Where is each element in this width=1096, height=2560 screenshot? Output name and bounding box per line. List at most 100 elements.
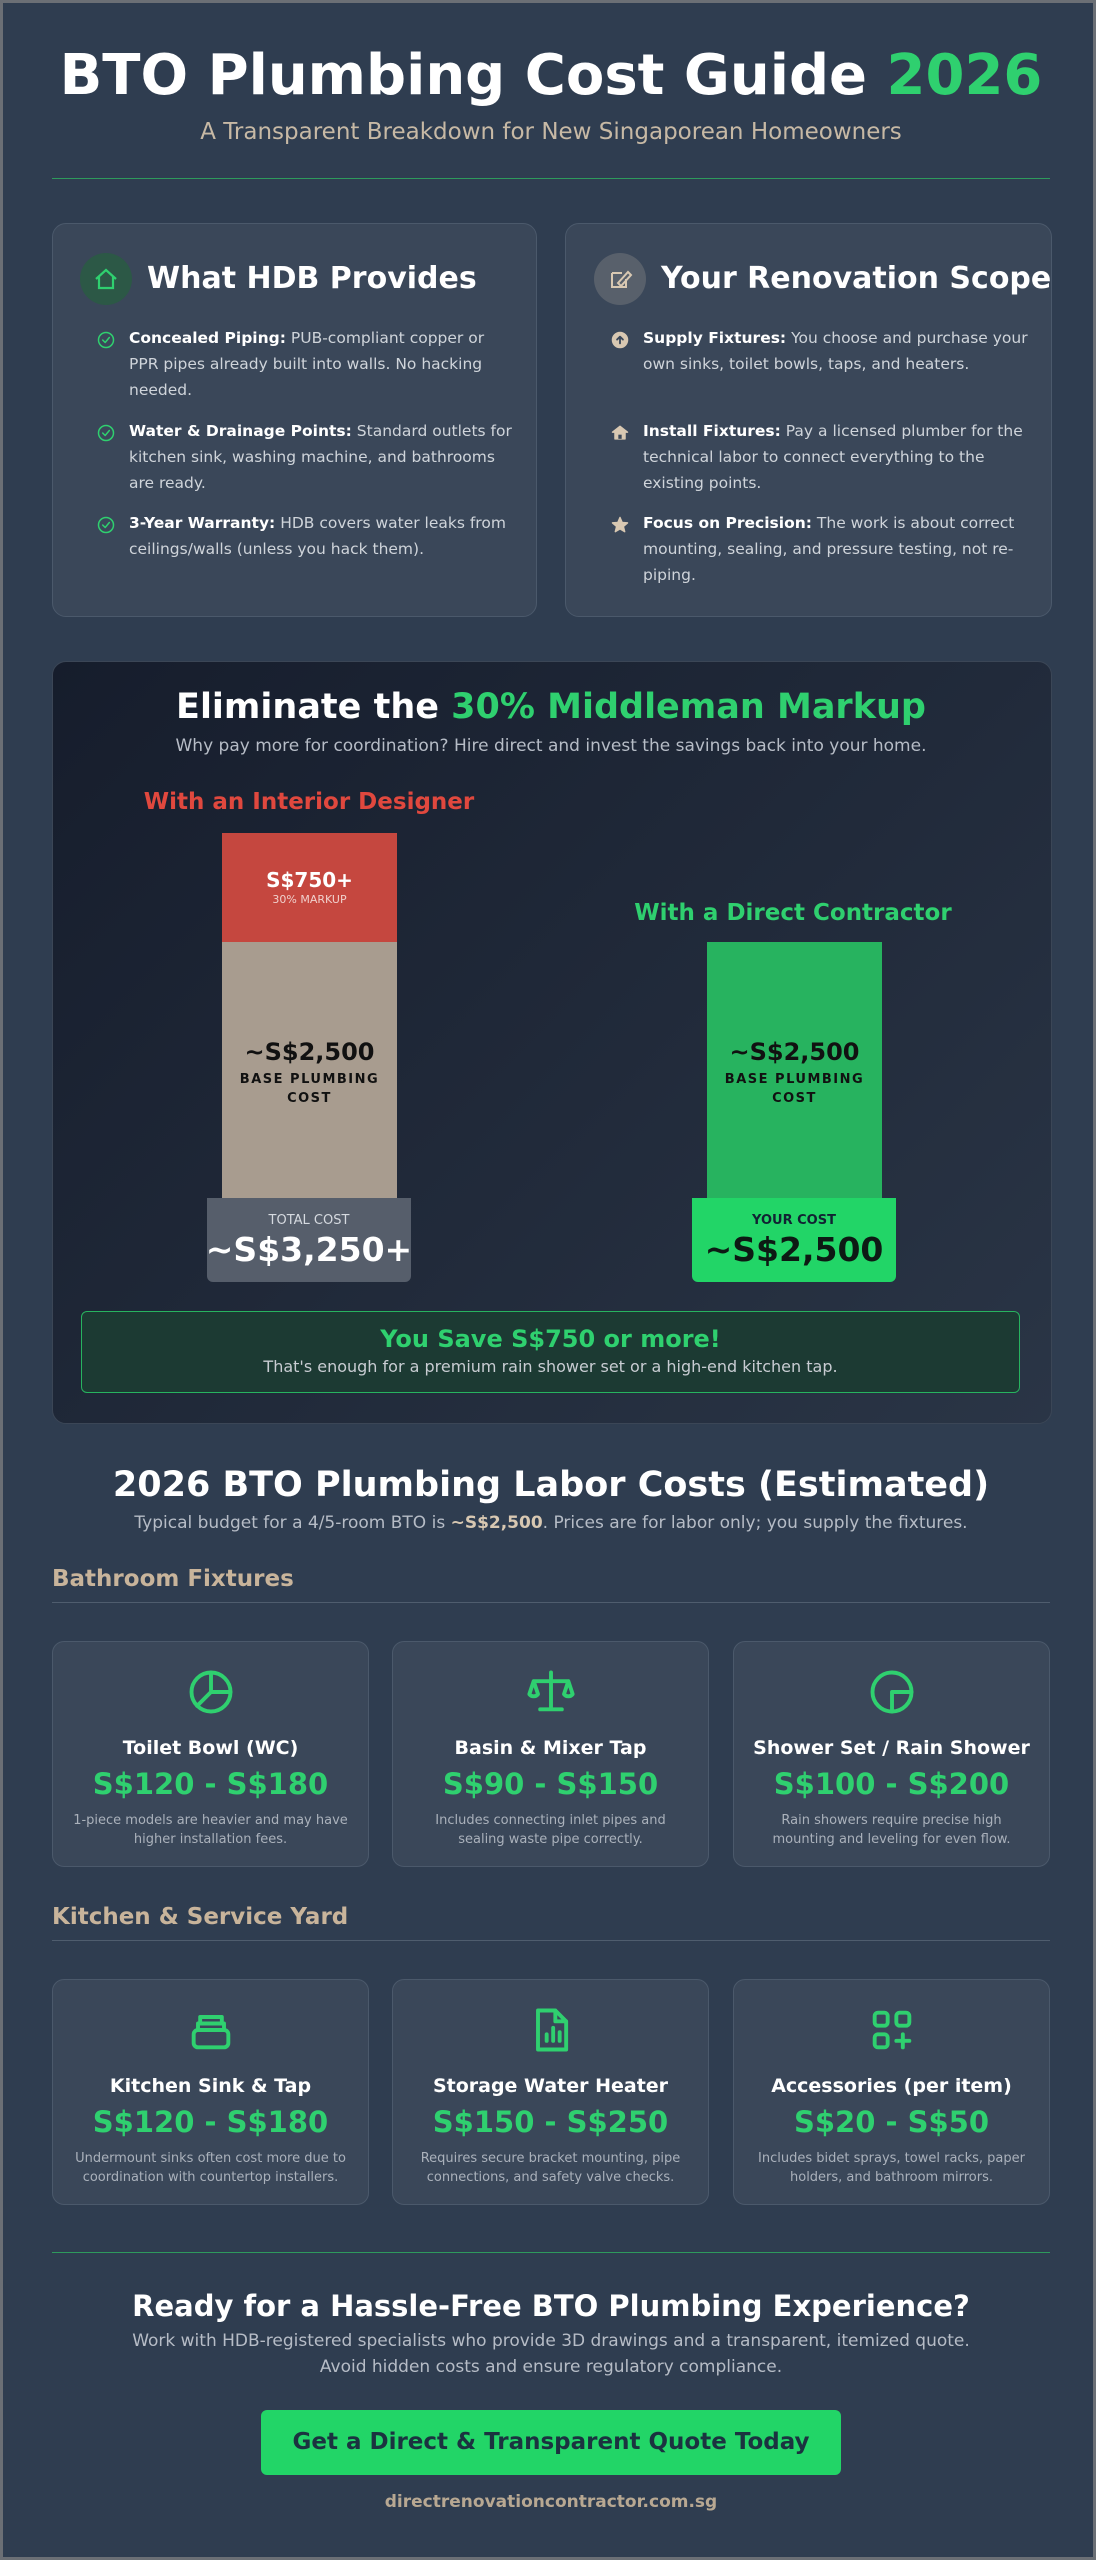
- title-text: BTO Plumbing Cost Guide: [59, 43, 868, 108]
- divider: [52, 178, 1050, 179]
- footer-url: directrenovationcontractor.com.sg: [384, 2492, 718, 2512]
- item-text: Standard outlets for kitchen sink, washi…: [129, 422, 512, 492]
- icon: [189, 1670, 232, 1714]
- item-price: S$120 - S$180: [92, 2105, 329, 2139]
- total-value: ~S$3,250+: [205, 1230, 413, 1269]
- item-name: Shower Set / Rain Shower: [753, 1737, 1030, 1759]
- list-item: 3-Year Warranty: HDB covers water leaks …: [129, 510, 514, 562]
- comparison-title-text: Eliminate the: [176, 687, 439, 727]
- bullet-icon: [610, 330, 630, 350]
- hdb-card: [52, 223, 537, 617]
- item-name: Toilet Bowl (WC): [122, 1737, 299, 1759]
- item-note: Requires secure bracket mounting, pipe c…: [420, 2151, 681, 2185]
- contractor-segment: [707, 942, 882, 1198]
- item-price: S$100 - S$200: [773, 1767, 1010, 1801]
- item-text: The work is about correct mounting, seal…: [643, 514, 1015, 584]
- icon: [97, 516, 115, 534]
- your-cost-box: [692, 1198, 896, 1282]
- item-label: 3-Year Warranty:: [129, 514, 276, 532]
- labor-icon: [866, 2004, 918, 2056]
- list-item: Concealed Piping: PUB-compliant copper o…: [129, 325, 514, 403]
- item-name: Basin & Mixer Tap: [454, 1737, 647, 1759]
- bullet-icon: [610, 423, 630, 443]
- savings-title: You Save S$750 or more!: [380, 1325, 721, 1353]
- list-item: Focus on Precision: The work is about co…: [643, 510, 1028, 588]
- subtitle: A Transparent Breakdown for New Singapor…: [200, 119, 902, 145]
- list-item: Install Fixtures: Pay a licensed plumber…: [643, 418, 1028, 496]
- item-note: 1-piece models are heavier and may have …: [73, 1813, 348, 1847]
- item-price: S$90 - S$150: [442, 1767, 659, 1801]
- intro-text: . Prices are for labor only; you supply …: [542, 1513, 968, 1533]
- item-label: Supply Fixtures:: [643, 329, 787, 347]
- base-note: BASE PLUMBING COST: [239, 1072, 380, 1106]
- card-title: What HDB Provides: [147, 261, 477, 296]
- item-name: Kitchen Sink & Tap: [109, 2075, 312, 2097]
- total-label: YOUR COST: [752, 1213, 836, 1228]
- icon: [611, 516, 629, 533]
- base-value: ~S$2,500: [729, 1038, 860, 1066]
- total-value: ~S$2,500: [704, 1230, 884, 1269]
- labor-card: [392, 1979, 709, 2205]
- base-segment: [222, 942, 397, 1198]
- savings-text: That's enough for a premium rain shower …: [263, 1357, 838, 1376]
- hdb-icon: [80, 253, 132, 305]
- markup-segment: [222, 833, 397, 942]
- item-price: S$150 - S$250: [432, 2105, 669, 2139]
- icon: [870, 1670, 913, 1714]
- title-highlight: 2026: [886, 43, 1043, 108]
- item-note: Rain showers require precise high mounti…: [772, 1813, 1011, 1847]
- item-text: HDB covers water leaks from ceilings/wal…: [129, 514, 506, 558]
- labor-intro: Typical budget for a 4/5-room BTO is ~S$…: [3, 1513, 1093, 1533]
- item-text: Pay a licensed plumber for the technical…: [643, 422, 1023, 492]
- icon: [97, 424, 115, 442]
- labor-icon: [185, 1666, 237, 1718]
- bullet-icon: [96, 423, 116, 443]
- comparison-title-highlight: 30% Middleman Markup: [451, 687, 926, 727]
- item-note: Undermount sinks often cost more due to …: [75, 2151, 346, 2185]
- labor-title: 2026 BTO Plumbing Labor Costs (Estimated…: [112, 1465, 990, 1505]
- bullet-icon: [96, 330, 116, 350]
- icon: [611, 425, 629, 440]
- markup-note: 30% MARKUP: [272, 893, 347, 906]
- labor-card: [733, 1979, 1050, 2205]
- icon: [872, 2010, 911, 2050]
- total-label: TOTAL COST: [268, 1213, 350, 1228]
- scope-icon: [594, 253, 646, 305]
- group-title: Kitchen & Service Yard: [52, 1904, 349, 1930]
- item-text: PUB-compliant copper or PPR pipes alread…: [129, 329, 485, 399]
- total-box: [207, 1198, 411, 1282]
- icon: [526, 1670, 575, 1712]
- base-value: ~S$2,500: [244, 1038, 375, 1066]
- item-note: Includes bidet sprays, towel racks, pape…: [758, 2151, 1025, 2185]
- item-label: Focus on Precision:: [643, 514, 812, 532]
- icon: [97, 331, 115, 349]
- list-item: Water & Drainage Points: Standard outlet…: [129, 418, 514, 496]
- scope-card: [565, 223, 1052, 617]
- cta-button[interactable]: Get a Direct & Transparent Quote Today: [261, 2410, 841, 2475]
- labor-icon: [185, 2004, 237, 2056]
- group-title: Bathroom Fixtures: [52, 1566, 294, 1592]
- icon: [191, 2015, 230, 2050]
- item-label: Water & Drainage Points:: [129, 422, 352, 440]
- divider: [52, 2252, 1050, 2253]
- title: BTO Plumbing Cost Guide 2026: [3, 43, 1093, 108]
- base-note: BASE PLUMBING COST: [724, 1072, 865, 1106]
- group-divider: [52, 1602, 1050, 1603]
- icon: [611, 331, 629, 349]
- intro-budget: ~S$2,500: [450, 1513, 543, 1533]
- comparison-subtitle: Why pay more for coordination? Hire dire…: [175, 736, 927, 756]
- contractor-label: With a Direct Contractor: [634, 900, 952, 926]
- labor-icon: [525, 1666, 577, 1718]
- item-text: You choose and purchase your own sinks, …: [643, 329, 1028, 373]
- designer-label: With an Interior Designer: [143, 789, 475, 815]
- savings-box: [81, 1311, 1020, 1393]
- labor-card: [733, 1641, 1050, 1867]
- item-price: S$120 - S$180: [92, 1767, 329, 1801]
- item-name: Storage Water Heater: [432, 2075, 669, 2097]
- cta-line: Avoid hidden costs and ensure regulatory…: [319, 2357, 783, 2377]
- item-name: Accessories (per item): [771, 2075, 1012, 2097]
- icon: [535, 2008, 568, 2052]
- markup-value: S$750+: [266, 868, 353, 892]
- labor-icon: [866, 1666, 918, 1718]
